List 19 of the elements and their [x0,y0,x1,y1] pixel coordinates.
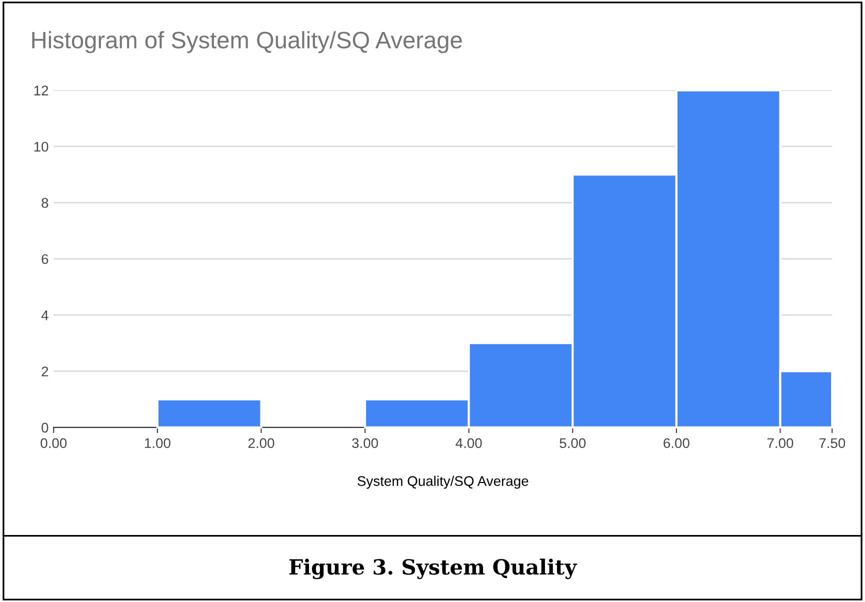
x-tick-label: 1.00 [144,438,170,448]
y-tick-label: 0 [42,422,48,433]
x-tick-label: 3.00 [352,438,378,448]
x-tick-label: 0.00 [40,438,67,448]
x-tick-label: 6.00 [664,438,690,448]
x-axis-title: System Quality/SQ Average [358,476,528,489]
x-tick-label: 7.50 [819,438,846,448]
y-tick-label: 8 [42,198,48,208]
y-tick-label: 4 [41,310,48,320]
x-tick-label: 7.00 [767,438,794,448]
y-tick-label: 12 [34,86,48,96]
x-tick-label: 2.00 [248,438,274,448]
chart-title: Histogram of System Quality/SQ Average [32,31,462,54]
caption: Figure 3. System Quality [289,558,578,580]
y-tick-label: 6 [42,254,48,264]
y-tick-label: 10 [34,142,48,152]
x-tick-label: 4.00 [456,438,482,448]
y-tick-label: 2 [42,366,48,376]
x-tick-label: 5.00 [560,438,586,448]
